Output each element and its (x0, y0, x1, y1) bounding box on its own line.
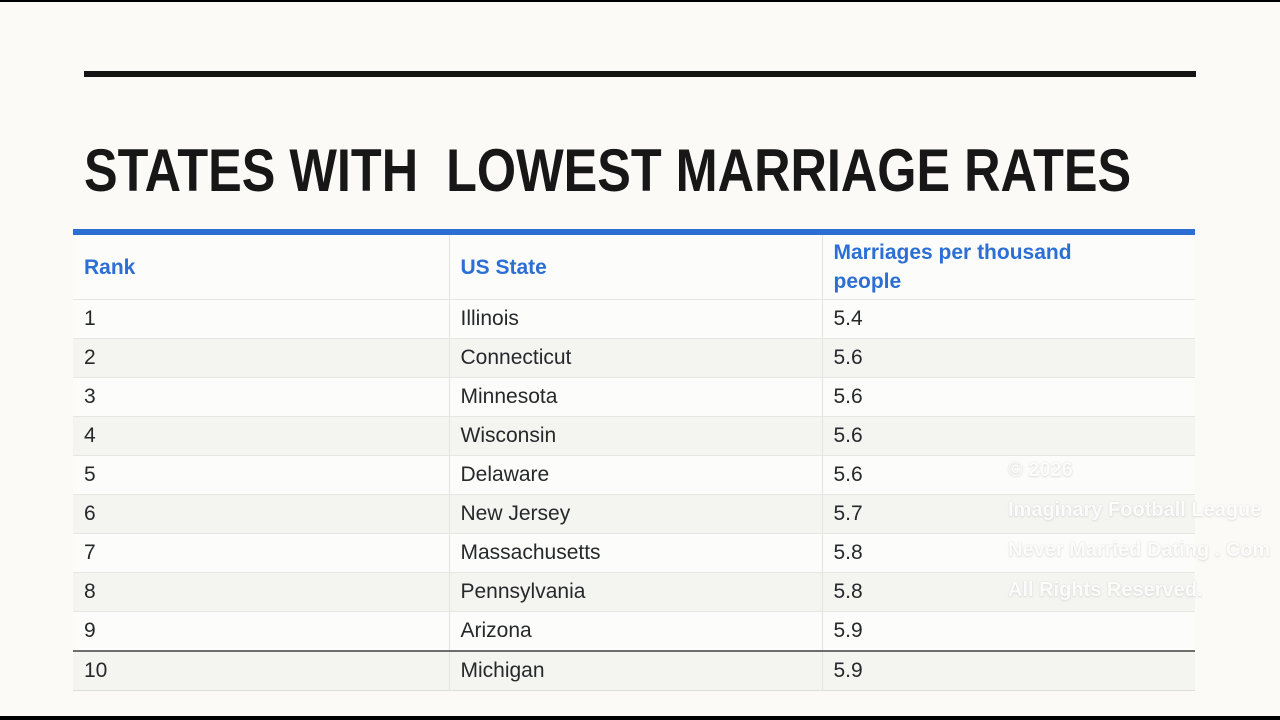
table-row: 10 Michigan 5.9 (73, 650, 1195, 691)
column-header-value-label: Marriages per thousand people (833, 241, 1072, 293)
state-cell: Minnesota (448, 377, 822, 417)
rank-cell: 10 (73, 650, 449, 691)
table-body: 1 Illinois 5.4 2 Connecticut 5.6 3 Minnesota 5.6… (73, 299, 1195, 691)
table-row: 4 Wisconsin 5.6 (73, 416, 1195, 456)
table-header: Rank US State Marriages per thousand peo… (73, 232, 1195, 300)
rank-cell: 8 (73, 572, 449, 612)
state-cell: Massachusetts (448, 533, 822, 573)
table-row: 1 Illinois 5.4 (73, 299, 1195, 339)
state-cell: Arizona (448, 611, 822, 651)
table-row: 8 Pennsylvania 5.8 (73, 572, 1195, 612)
rank-cell: 7 (73, 533, 449, 573)
column-header-value: Marriages per thousand people (821, 232, 1195, 300)
column-header-rank-label: Rank (84, 255, 136, 279)
value-cell: 5.8 (821, 572, 1195, 612)
rank-cell: 6 (73, 494, 449, 534)
table-row: 2 Connecticut 5.6 (73, 338, 1195, 378)
title-divider (84, 71, 1196, 77)
state-cell: New Jersey (448, 494, 822, 534)
value-cell: 5.6 (821, 377, 1195, 417)
state-cell: Michigan (448, 650, 822, 691)
rank-cell: 2 (73, 338, 449, 378)
marriage-rates-table: Rank US State Marriages per thousand peo… (73, 229, 1195, 691)
value-cell: 5.4 (821, 299, 1195, 339)
value-cell: 5.6 (821, 416, 1195, 456)
column-header-state-label: US State (460, 255, 547, 279)
value-cell: 5.7 (821, 494, 1195, 534)
column-header-state: US State (448, 232, 822, 300)
state-cell: Illinois (448, 299, 822, 339)
rank-cell: 4 (73, 416, 449, 456)
table-row: 3 Minnesota 5.6 (73, 377, 1195, 417)
value-cell: 5.8 (821, 533, 1195, 573)
state-cell: Pennsylvania (448, 572, 822, 612)
top-letterbox-bar (0, 0, 1280, 2)
table-row: 6 New Jersey 5.7 (73, 494, 1195, 534)
bottom-letterbox-bar (0, 716, 1280, 720)
rank-cell: 5 (73, 455, 449, 495)
value-cell: 5.9 (821, 650, 1195, 691)
value-cell: 5.6 (821, 455, 1195, 495)
rank-cell: 9 (73, 611, 449, 651)
table-row: 9 Arizona 5.9 (73, 611, 1195, 651)
table-row: 5 Delaware 5.6 (73, 455, 1195, 495)
state-cell: Wisconsin (448, 416, 822, 456)
rank-cell: 1 (73, 299, 449, 339)
value-cell: 5.6 (821, 338, 1195, 378)
rank-cell: 3 (73, 377, 449, 417)
table-row: 7 Massachusetts 5.8 (73, 533, 1195, 573)
table-header-row: Rank US State Marriages per thousand peo… (73, 232, 1195, 300)
value-cell: 5.9 (821, 611, 1195, 651)
state-cell: Delaware (448, 455, 822, 495)
state-cell: Connecticut (448, 338, 822, 378)
column-header-rank: Rank (73, 232, 449, 300)
page-title: STATES WITH LOWEST MARRIAGE RATES (84, 137, 1132, 205)
